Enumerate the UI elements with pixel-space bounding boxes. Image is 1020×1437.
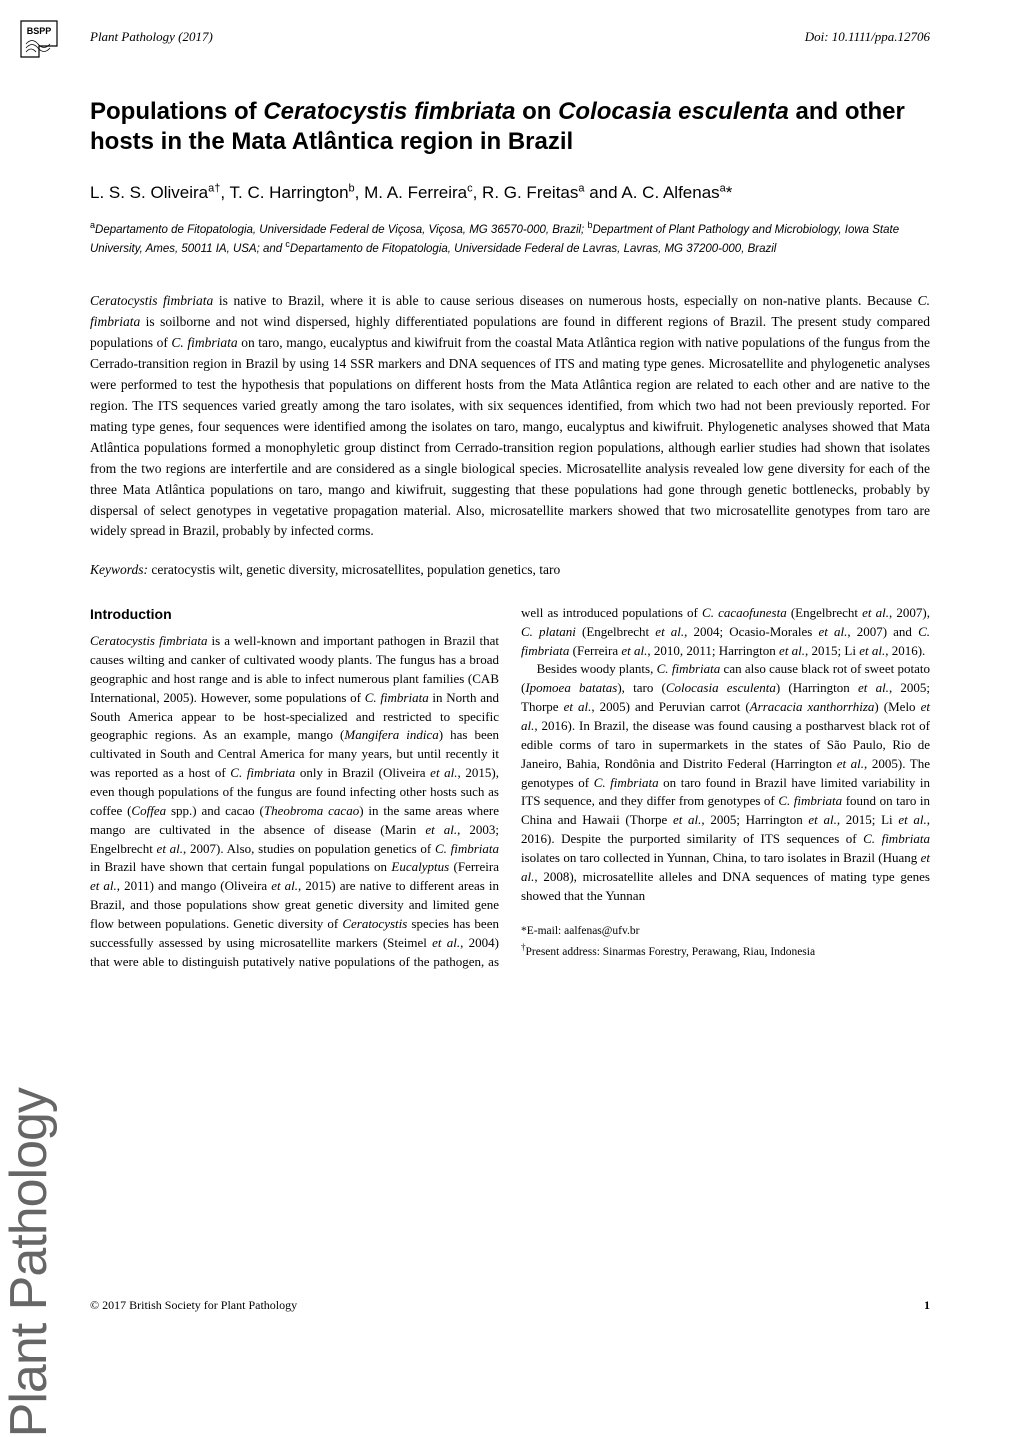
corresponding-email: *E-mail: aalfenas@ufv.br bbox=[521, 923, 930, 940]
page-footer: © 2017 British Society for Plant Patholo… bbox=[90, 1297, 930, 1314]
page-number: 1 bbox=[924, 1297, 930, 1314]
journal-side-logo: Plant Pathology bbox=[0, 680, 60, 1300]
footnotes: *E-mail: aalfenas@ufv.br †Present addres… bbox=[521, 923, 930, 960]
intro-heading: Introduction bbox=[90, 604, 499, 624]
doi: Doi: 10.1111/ppa.12706 bbox=[805, 28, 930, 47]
copyright: © 2017 British Society for Plant Patholo… bbox=[90, 1297, 297, 1314]
abstract: Ceratocystis fimbriata is native to Braz… bbox=[90, 291, 930, 542]
journal-side-text: Plant Pathology bbox=[0, 1088, 68, 1437]
bspp-text: BSPP bbox=[27, 26, 52, 36]
article-title: Populations of Ceratocystis fimbriata on… bbox=[90, 97, 930, 157]
intro-paragraph-2: Besides woody plants, C. fimbriata can a… bbox=[521, 660, 930, 905]
present-address: †Present address: Sinarmas Forestry, Per… bbox=[521, 941, 930, 961]
affiliations: aDepartamento de Fitopatologia, Universi… bbox=[90, 219, 930, 257]
journal-name: Plant Pathology (2017) bbox=[90, 28, 213, 47]
page-header: Plant Pathology (2017) Doi: 10.1111/ppa.… bbox=[90, 28, 930, 47]
authors-line: L. S. S. Oliveiraa†, T. C. Harringtonb, … bbox=[90, 181, 930, 206]
keywords: Keywords: ceratocystis wilt, genetic div… bbox=[90, 560, 930, 580]
bspp-logo: BSPP bbox=[18, 18, 60, 60]
